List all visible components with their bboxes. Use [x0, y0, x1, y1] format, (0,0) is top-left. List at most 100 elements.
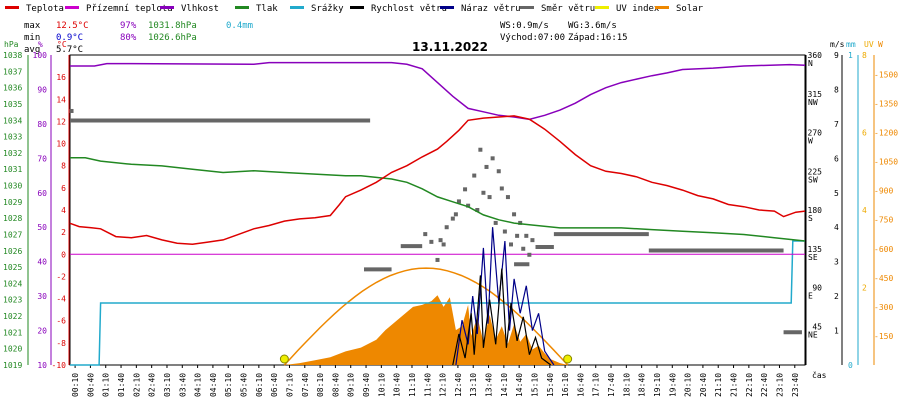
x-tick-label: 02:10: [132, 373, 141, 397]
ms-tick-label: 8: [834, 85, 839, 94]
wind-wg: WG:3.6m/s: [568, 21, 617, 31]
hpa-tick-label: 1023: [3, 296, 22, 305]
hpa-axis-title: hPa: [4, 40, 19, 49]
wind-dir-point: [502, 229, 507, 234]
legend-label: Srážky: [311, 4, 344, 14]
wind-dir-point: [441, 242, 446, 247]
x-tick-label: 10:10: [377, 373, 386, 397]
rain-line: [70, 240, 805, 366]
degc-tick-label: 6: [61, 184, 66, 193]
ms-tick-label: 9: [834, 51, 839, 60]
wind-dir-point: [518, 220, 523, 225]
uv-tick-label: 2: [862, 284, 867, 293]
legend-label: Tlak: [256, 4, 278, 14]
wind-dir-point: [463, 187, 468, 192]
x-tick-label: 09:40: [362, 373, 371, 397]
wind-dir-point: [444, 225, 449, 230]
wind-ws: WS:0.9m/s: [500, 21, 549, 31]
mm-tick-label: 0: [848, 361, 853, 370]
x-tick-label: 07:40: [301, 373, 310, 397]
x-tick-label: 17:10: [592, 373, 601, 397]
degc-tick-label: 0: [61, 250, 66, 259]
dir-tick-label: 225: [808, 167, 823, 176]
wind-dir-point: [515, 233, 520, 238]
stat-max-hum: 97%: [120, 21, 137, 31]
chart-title: 13.11.2022: [412, 40, 488, 54]
wind-dir-point: [453, 212, 458, 217]
wm2-tick-label: -1500: [874, 70, 898, 79]
x-tick-label: 19:40: [668, 373, 677, 397]
x-tick-label: 15:40: [546, 373, 555, 397]
uv-tick-label: 4: [862, 206, 867, 215]
wm2-tick-label: -750: [874, 216, 893, 225]
x-tick-label: 16:40: [576, 373, 585, 397]
degc-tick-label: 16: [56, 73, 66, 82]
legend-swatch: [290, 6, 304, 9]
x-tick-label: 20:10: [684, 373, 693, 397]
dir-compass-label: W: [808, 137, 813, 146]
stat-max-press: 1031.8hPa: [148, 21, 197, 31]
x-tick-label: 18:40: [638, 373, 647, 397]
stat-max-label: max: [24, 21, 41, 31]
pct-tick-label: 70: [37, 154, 47, 163]
pct-tick-label: 10: [37, 361, 47, 370]
dir-compass-label: SW: [808, 175, 818, 184]
x-tick-label: 22:40: [760, 373, 769, 397]
x-tick-label: 05:40: [240, 373, 249, 397]
legend-swatch: [350, 6, 364, 9]
dir-tick-label: 135: [808, 245, 823, 254]
x-tick-label: 23:40: [791, 373, 800, 397]
uv-sun-marker: [563, 354, 573, 364]
hpa-tick-label: 1037: [3, 67, 22, 76]
legend-label: UV index: [616, 4, 660, 14]
wind-dir-point: [435, 257, 440, 262]
wind-dir-point: [69, 108, 74, 113]
degc-tick-label: -6: [56, 317, 66, 326]
x-tick-label: 21:40: [730, 373, 739, 397]
wind-dir-point: [509, 242, 513, 247]
dir-tick-label: 90: [812, 284, 822, 293]
degc-tick-label: -4: [56, 295, 66, 304]
x-tick-label: 18:10: [622, 373, 631, 397]
x-tick-label: 06:10: [255, 373, 264, 397]
x-tick-label: 05:10: [224, 373, 233, 397]
solar-theory-line: [283, 267, 569, 366]
hpa-tick-label: 1033: [3, 133, 22, 142]
degc-tick-label: -10: [52, 361, 67, 370]
x-tick-label: 21:10: [714, 373, 723, 397]
degc-axis-title: °C: [57, 40, 67, 49]
degc-tick-label: -2: [56, 272, 66, 281]
wind-dir-point: [450, 216, 455, 221]
x-tick-label: 19:10: [653, 373, 662, 397]
pct-tick-label: 100: [33, 51, 48, 60]
solar-area: [284, 295, 568, 365]
degc-tick-label: 10: [56, 140, 66, 149]
uv-sun-marker: [279, 354, 289, 364]
dir-compass-label: N: [808, 59, 813, 68]
x-tick-label: 00:40: [86, 373, 95, 397]
x-tick-label: 08:40: [331, 373, 340, 397]
wind-dir-point: [438, 238, 443, 243]
wind-dir-point: [490, 156, 495, 161]
hpa-tick-label: 1022: [3, 312, 22, 321]
wind-dir-point: [499, 186, 504, 191]
hpa-tick-label: 1019: [3, 361, 22, 370]
legend-label: Rychlost větru: [371, 4, 447, 14]
pct-tick-label: 60: [37, 189, 47, 198]
wm2-tick-label: -450: [874, 274, 893, 283]
ms-tick-label: 3: [834, 258, 839, 267]
degc-tick-label: -8: [56, 339, 66, 348]
wm2-tick-label: -600: [874, 245, 893, 254]
dir-tick-label: 45: [812, 322, 822, 331]
legend-swatch: [160, 6, 174, 9]
wm2-tick-label: -150: [874, 332, 893, 341]
legend-label: Náraz větru: [461, 4, 521, 14]
wind-dir-point: [484, 164, 489, 169]
legend-swatch: [440, 6, 454, 9]
legend-swatch: [235, 6, 249, 9]
plot-area: [69, 61, 806, 366]
wm2-tick-label: -1350: [874, 99, 898, 108]
wind-speed-line: [452, 268, 552, 366]
stat-max-temp: 12.5°C: [56, 21, 89, 31]
pct-tick-label: 50: [37, 223, 47, 232]
